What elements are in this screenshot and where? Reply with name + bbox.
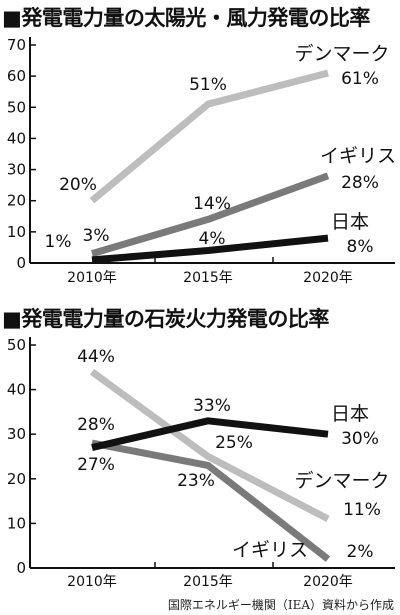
y-tick-label: 60 xyxy=(7,67,26,85)
y-tick-label: 10 xyxy=(7,514,26,532)
data-label: 28% xyxy=(341,173,379,193)
y-tick-label: 50 xyxy=(7,336,26,354)
series-line-0 xyxy=(89,69,329,204)
x-tick-label: 2020年 xyxy=(303,574,353,590)
y-tick-label: 10 xyxy=(7,223,26,241)
data-label: 33% xyxy=(193,396,231,416)
data-label: 3% xyxy=(83,226,110,246)
data-label: 51% xyxy=(189,75,227,95)
chart-2-title: ■発電電力量の石炭火力発電の比率 xyxy=(2,307,329,331)
data-label: 8% xyxy=(347,237,374,257)
data-label: 11% xyxy=(343,500,381,520)
series-line-1 xyxy=(91,172,330,258)
x-tick-label: 2015年 xyxy=(183,574,233,590)
data-label: 20% xyxy=(59,175,97,195)
x-tick-label: 2010年 xyxy=(67,574,117,590)
series-line-1 xyxy=(91,439,331,562)
y-tick-label: 30 xyxy=(7,161,26,179)
series-line-0 xyxy=(89,368,330,523)
x-tick-label: 2020年 xyxy=(303,270,353,286)
data-label: 27% xyxy=(77,455,115,475)
source-note: 国際エネルギー機関（IEA）資料から作成 xyxy=(167,598,394,612)
chart-1-title: ■発電電力量の太陽光・風力発電の比率 xyxy=(2,6,370,30)
series-line-2 xyxy=(91,234,329,264)
y-tick-label: 20 xyxy=(7,470,26,488)
data-label: 44% xyxy=(77,347,115,367)
data-label: 2% xyxy=(347,542,374,562)
y-tick-label: 40 xyxy=(7,381,26,399)
series-line-2 xyxy=(91,417,329,451)
data-label: 4% xyxy=(199,229,226,249)
series-name-label: デンマーク xyxy=(294,43,389,65)
y-tick-label: 70 xyxy=(7,36,26,54)
data-label: 14% xyxy=(193,194,231,214)
data-label: 1% xyxy=(45,232,72,252)
series-name-label: 日本 xyxy=(331,211,369,233)
y-tick-label: 0 xyxy=(16,559,26,577)
series-name-label: イギリス xyxy=(232,539,308,561)
y-tick-label: 40 xyxy=(7,129,26,147)
data-label: 28% xyxy=(77,415,115,435)
y-tick-label: 20 xyxy=(7,192,26,210)
series-name-label: イギリス xyxy=(320,145,396,167)
series-name-label: 日本 xyxy=(331,403,369,425)
y-tick-label: 0 xyxy=(16,254,26,272)
data-label: 61% xyxy=(341,69,379,89)
renewables-chart: 0 10 20 30 40 50 60 70 2010年 2015年 2020年 デンマーク 20% 51… xyxy=(7,36,396,286)
series-name-label: デンマーク xyxy=(294,470,389,492)
data-label: 23% xyxy=(177,471,215,491)
x-tick-label: 2015年 xyxy=(183,270,233,286)
data-label: 25% xyxy=(215,433,253,453)
x-tick-label: 2010年 xyxy=(67,270,117,286)
y-tick-label: 50 xyxy=(7,98,26,116)
data-label: 30% xyxy=(341,429,379,449)
y-tick-label: 30 xyxy=(7,425,26,443)
